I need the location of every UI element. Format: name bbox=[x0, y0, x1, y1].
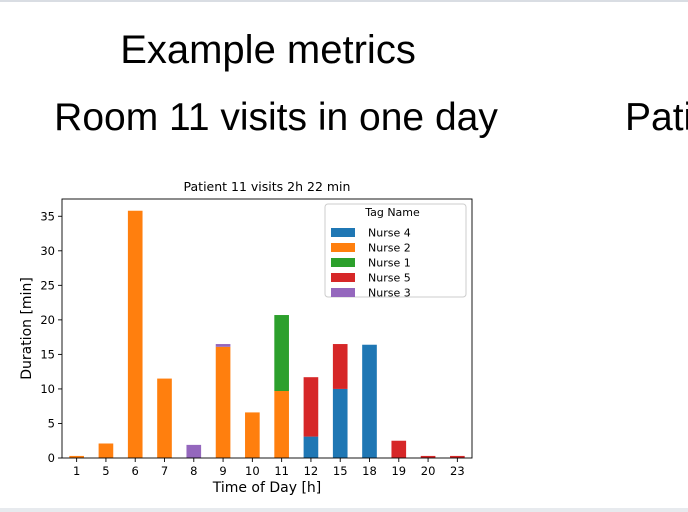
y-tick-label: 0 bbox=[48, 451, 55, 465]
y-axis-label: Duration [min] bbox=[19, 277, 35, 380]
bar-nurse-2-1 bbox=[69, 455, 84, 458]
bar-nurse-5-23 bbox=[450, 455, 465, 458]
bar-nurse-2-5 bbox=[98, 443, 114, 458]
y-tick-label: 30 bbox=[40, 244, 55, 258]
legend-label: Nurse 2 bbox=[368, 242, 411, 255]
right-panel-title: Pati bbox=[625, 96, 688, 139]
x-tick-label: 6 bbox=[132, 464, 139, 478]
x-tick-label: 15 bbox=[333, 464, 348, 478]
x-tick-label: 8 bbox=[190, 464, 197, 478]
bottom-border bbox=[0, 508, 688, 512]
bar-nurse-4-12 bbox=[303, 436, 319, 458]
x-tick-label: 10 bbox=[245, 464, 260, 478]
legend-swatch-nurse-5 bbox=[331, 273, 355, 282]
legend-swatch-nurse-3 bbox=[331, 288, 355, 297]
plot-frame bbox=[61, 198, 473, 459]
x-tick-label: 9 bbox=[219, 464, 226, 478]
chart-title: Patient 11 visits 2h 22 min bbox=[184, 179, 351, 194]
bar-nurse-4-18 bbox=[362, 344, 377, 458]
top-border bbox=[0, 0, 688, 2]
legend-box bbox=[324, 203, 467, 298]
legend-label: Nurse 5 bbox=[368, 272, 411, 285]
x-tick-label: 7 bbox=[161, 464, 168, 478]
slide-title: Example metrics bbox=[120, 28, 416, 72]
bar-nurse-4-15 bbox=[332, 388, 348, 458]
bar-nurse-3-9 bbox=[215, 344, 231, 347]
bar-nurse-2-9 bbox=[215, 346, 231, 458]
y-tick-label: 10 bbox=[40, 382, 55, 396]
legend-swatch-nurse-4 bbox=[331, 228, 355, 237]
bar-nurse-2-7 bbox=[157, 378, 172, 458]
legend-swatch-nurse-2 bbox=[331, 243, 355, 252]
y-tick-label: 35 bbox=[40, 209, 55, 223]
bar-nurse-5-20 bbox=[420, 455, 436, 458]
bar-nurse-1-11 bbox=[274, 315, 289, 392]
legend-label: Nurse 1 bbox=[368, 257, 411, 270]
x-tick-label: 12 bbox=[304, 464, 319, 478]
x-tick-label: 11 bbox=[274, 464, 289, 478]
legend-title: Tag Name bbox=[364, 206, 420, 219]
y-tick-label: 15 bbox=[40, 347, 55, 361]
bar-nurse-5-12 bbox=[303, 377, 319, 437]
legend-swatch-nurse-1 bbox=[331, 258, 355, 267]
stacked-bar-chart: Patient 11 visits 2h 22 min0510152025303… bbox=[19, 179, 473, 496]
slide-subtitle: Room 11 visits in one day bbox=[54, 96, 498, 139]
bar-nurse-2-11 bbox=[274, 391, 289, 458]
bar-nurse-5-15 bbox=[332, 344, 348, 389]
bar-nurse-5-19 bbox=[391, 440, 407, 458]
legend-label: Nurse 3 bbox=[368, 287, 411, 300]
x-tick-label: 23 bbox=[450, 464, 465, 478]
bar-nurse-2-10 bbox=[245, 412, 260, 458]
x-tick-label: 19 bbox=[391, 464, 406, 478]
x-tick-label: 20 bbox=[421, 464, 436, 478]
x-tick-label: 18 bbox=[362, 464, 377, 478]
y-tick-label: 25 bbox=[40, 278, 55, 292]
y-tick-label: 5 bbox=[48, 416, 55, 430]
bar-nurse-2-6 bbox=[127, 210, 143, 458]
bar-nurse-3-8 bbox=[186, 444, 202, 458]
y-tick-label: 20 bbox=[40, 313, 55, 327]
x-axis-label: Time of Day [h] bbox=[212, 480, 322, 496]
legend-label: Nurse 4 bbox=[368, 227, 411, 240]
x-tick-label: 5 bbox=[102, 464, 109, 478]
x-tick-label: 1 bbox=[73, 464, 80, 478]
